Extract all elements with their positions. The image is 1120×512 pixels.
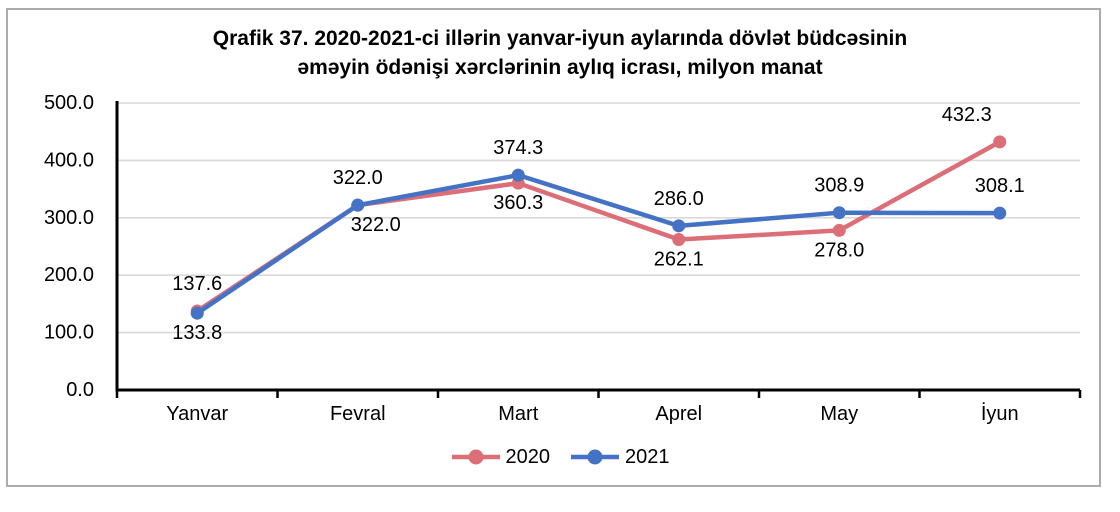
legend-label-2021: 2021: [625, 445, 670, 468]
data-label-2020-İyun: 432.3: [942, 104, 992, 126]
data-point-2021-May: [832, 206, 846, 220]
y-tick-label: 0.0: [66, 379, 94, 401]
series-line-2021: [195, 172, 1002, 316]
y-tick-label: 200.0: [44, 264, 94, 286]
gridlines: [117, 102, 1080, 334]
data-point-2021-Yanvar: [190, 306, 204, 320]
data-label-2020-May: 278.0: [814, 239, 864, 261]
data-point-2021-Aprel: [672, 219, 686, 233]
data-label-2021-İyun: 308.1: [975, 175, 1025, 197]
x-tick-label: May: [820, 403, 858, 425]
data-label-2021-Mart: 374.3: [493, 137, 543, 159]
y-tick-label: 400.0: [44, 149, 94, 171]
data-label-2021-Aprel: 286.0: [654, 188, 704, 210]
data-point-2020-May: [832, 223, 846, 237]
data-point-2021-İyun: [993, 206, 1007, 220]
data-label-2021-Fevral: 322.0: [333, 167, 383, 189]
axes: [115, 101, 1082, 398]
x-axis-labels: Yanvar Fevral Mart Aprel May İyun: [166, 402, 1018, 425]
series-2021: [190, 168, 1007, 320]
chart-title-line-1: Qrafik 37. 2020-2021-ci illərin yanvar-i…: [212, 27, 908, 50]
data-labels: 137.6 322.0 360.3 262.1 278.0 432.3 133.8 322.0…: [172, 104, 1025, 344]
x-tick-label: Yanvar: [166, 403, 228, 425]
chart-title: Qrafik 37. 2020-2021-ci illərin yanvar-i…: [0, 24, 1120, 82]
x-tick-label: Fevral: [330, 403, 386, 425]
data-point-2020-Aprel: [672, 233, 686, 247]
legend-marker-2020: [451, 449, 500, 465]
legend-marker-2021: [571, 449, 619, 465]
data-point-2021-Fevral: [351, 198, 365, 212]
data-point-2020-İyun: [993, 135, 1007, 149]
data-label-2021-Yanvar: 133.8: [172, 322, 222, 344]
data-label-2020-Mart: 360.3: [493, 192, 543, 214]
y-tick-label: 100.0: [44, 322, 94, 344]
data-label-2021-May: 308.9: [814, 175, 864, 197]
data-label-2020-Aprel: 262.1: [654, 249, 704, 271]
data-point-2021-Mart: [511, 168, 525, 182]
data-label-2020-Yanvar: 137.6: [172, 273, 222, 295]
series-2020: [190, 135, 1007, 318]
x-tick-label: Mart: [498, 403, 538, 425]
legend-label-2020: 2020: [505, 445, 551, 468]
y-tick-label: 300.0: [44, 207, 94, 229]
series-line-2020: [195, 139, 1002, 314]
legend-item-2020: 2020: [451, 445, 551, 469]
chart-title-line-2: əməyin ödənişi xərclərinin aylıq icrası,…: [297, 56, 823, 79]
chart-frame: [6, 8, 1101, 487]
y-tick-label: 500.0: [44, 92, 94, 114]
legend-item-2021: 2021: [570, 446, 670, 469]
legend: 2020 2021: [0, 442, 1120, 472]
legend-dot-icon: [468, 449, 483, 465]
data-label-2020-Fevral: 322.0: [351, 214, 401, 236]
legend-dot-icon: [587, 449, 603, 465]
x-tick-label: Aprel: [655, 403, 702, 425]
x-tick-label: İyun: [981, 402, 1019, 425]
y-axis-labels: 0.0 100.0 200.0 300.0 400.0 500.0: [44, 92, 94, 401]
